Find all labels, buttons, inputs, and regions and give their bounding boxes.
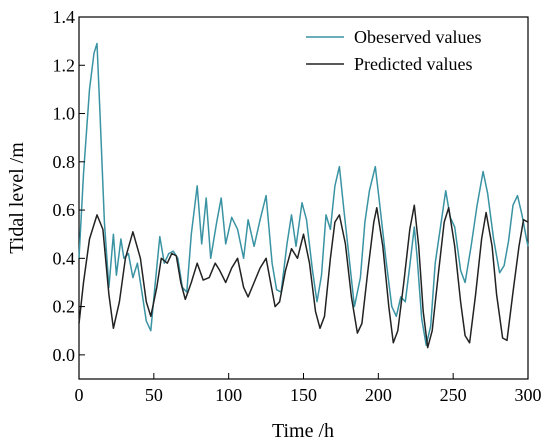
plot-area: 0 50 100 150 200 250 300 0.0 0.2 0.4 0.6 0.8 1.0 1.2… xyxy=(53,7,542,405)
observed-values-line xyxy=(78,42,529,346)
x-tick-label: 50 xyxy=(145,385,163,405)
y-tick-label: 0.4 xyxy=(53,248,76,268)
x-tick-label: 0 xyxy=(75,385,84,405)
series-layer xyxy=(78,42,529,349)
x-tick-label: 100 xyxy=(215,385,242,405)
x-axis-ticks: 0 50 100 150 200 250 300 xyxy=(75,373,542,405)
x-axis-label: Time /h xyxy=(272,420,334,442)
y-tick-label: 1.0 xyxy=(53,104,76,124)
predicted-values-line xyxy=(78,204,529,349)
y-tick-label: 1.4 xyxy=(53,7,76,27)
y-axis-ticks: 0.0 0.2 0.4 0.6 0.8 1.0 1.2 1.4 xyxy=(53,7,85,365)
y-axis-label: Tidal level /m xyxy=(6,142,28,254)
y-tick-label: 0.2 xyxy=(53,297,76,317)
y-tick-label: 0.6 xyxy=(53,200,76,220)
x-tick-label: 300 xyxy=(515,385,542,405)
legend-label-observed: Obeserved values xyxy=(354,27,481,47)
x-tick-label: 150 xyxy=(290,385,317,405)
x-tick-label: 250 xyxy=(440,385,467,405)
y-tick-label: 0.0 xyxy=(53,345,76,365)
legend: Obeserved values Predicted values xyxy=(306,27,481,74)
x-tick-label: 200 xyxy=(365,385,392,405)
y-tick-label: 1.2 xyxy=(53,55,76,75)
y-tick-label: 0.8 xyxy=(53,152,76,172)
legend-label-predicted: Predicted values xyxy=(354,54,472,74)
